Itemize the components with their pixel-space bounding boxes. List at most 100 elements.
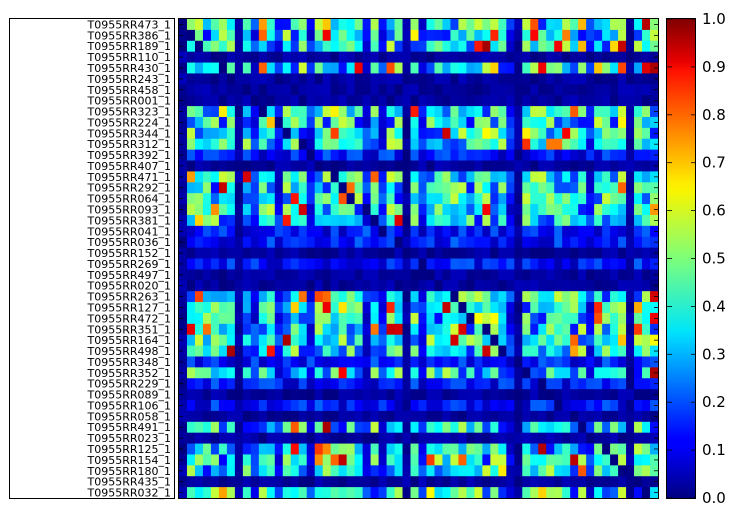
heatmap-cell — [602, 214, 611, 227]
heatmap-cell — [634, 127, 643, 140]
heatmap-cell — [250, 476, 260, 488]
heatmap-cell — [474, 258, 483, 270]
heatmap-cell — [354, 62, 364, 74]
heatmap-cell — [546, 476, 555, 488]
heatmap-cell — [322, 421, 332, 434]
heatmap-cell — [578, 378, 587, 390]
heatmap-cell — [394, 62, 403, 74]
heatmap-cell — [306, 367, 316, 379]
heatmap-cell — [538, 269, 547, 281]
heatmap-cell — [418, 302, 427, 314]
heatmap-cell — [394, 204, 403, 216]
heatmap-cell — [466, 465, 475, 477]
heatmap-cell — [186, 193, 196, 205]
heatmap-cell — [362, 400, 371, 412]
heatmap-cell — [474, 138, 483, 151]
heatmap-cell — [634, 193, 643, 205]
heatmap-cell — [618, 454, 627, 466]
heatmap-cell — [490, 454, 499, 466]
heatmap-cell — [226, 193, 236, 205]
heatmap-cell — [618, 378, 627, 390]
heatmap-cell — [498, 193, 507, 205]
row-label: T0955RR001_1 — [87, 95, 172, 108]
heatmap-cell — [618, 73, 627, 85]
heatmap-cell — [418, 95, 427, 107]
heatmap-cell — [314, 443, 324, 455]
heatmap-cell — [298, 410, 308, 423]
heatmap-cell — [610, 476, 619, 488]
heatmap-cell — [346, 247, 356, 259]
heatmap-cell — [626, 356, 635, 368]
heatmap-cell — [210, 443, 220, 455]
heatmap-cell — [250, 302, 260, 314]
heatmap-cell — [602, 421, 611, 434]
heatmap-cell — [546, 95, 555, 107]
heatmap-cell — [594, 40, 603, 53]
heatmap-cell — [394, 84, 403, 96]
heatmap-cell — [258, 116, 268, 129]
heatmap-cell — [546, 302, 555, 314]
heatmap-cell — [378, 421, 387, 434]
heatmap-cell — [226, 106, 236, 118]
heatmap-cell — [402, 323, 411, 336]
heatmap-cell — [298, 443, 308, 455]
heatmap-cell — [570, 400, 579, 412]
heatmap-cell — [546, 312, 555, 325]
heatmap-cell — [634, 258, 643, 270]
heatmap-cell — [410, 465, 419, 477]
heatmap-cell — [202, 127, 212, 140]
heatmap-cell — [450, 214, 459, 227]
heatmap-cell — [378, 312, 387, 325]
heatmap-cell — [498, 29, 507, 42]
heatmap-cell — [506, 476, 515, 488]
heatmap-cell — [570, 421, 579, 434]
heatmap-cell — [514, 487, 523, 499]
heatmap-cell — [522, 258, 531, 270]
heatmap-cell — [578, 225, 587, 238]
heatmap-cell — [562, 171, 571, 183]
heatmap-cell — [378, 389, 387, 401]
heatmap-cell — [402, 302, 411, 314]
heatmap-cell — [306, 73, 316, 85]
heatmap-cell — [634, 160, 643, 172]
heatmap-cell — [562, 487, 571, 499]
heatmap-cell — [354, 432, 364, 444]
heatmap-cell — [338, 95, 348, 107]
heatmap-cell — [322, 291, 332, 303]
heatmap-cell — [506, 454, 515, 466]
heatmap-cell — [274, 291, 284, 303]
heatmap-cell — [402, 193, 411, 205]
heatmap-cell — [610, 334, 619, 346]
heatmap-cell — [354, 280, 364, 292]
heatmap-cell — [474, 334, 483, 346]
heatmap-cell — [250, 443, 260, 455]
heatmap-cell — [578, 236, 587, 249]
heatmap-cell — [610, 432, 619, 444]
heatmap-cell — [346, 73, 356, 85]
heatmap-cell — [330, 106, 340, 118]
heatmap-cell — [634, 149, 643, 161]
heatmap-cell — [562, 334, 571, 346]
heatmap-cell — [482, 367, 491, 379]
heatmap-cell — [602, 106, 611, 118]
heatmap-cell — [530, 225, 539, 238]
heatmap-cell — [210, 367, 220, 379]
heatmap-cell — [338, 487, 348, 499]
heatmap-cell — [642, 258, 651, 270]
heatmap-cell — [434, 487, 443, 499]
heatmap-cell — [282, 127, 292, 140]
heatmap-cell — [394, 291, 403, 303]
heatmap-cell — [570, 356, 579, 368]
heatmap-cell — [250, 116, 260, 129]
heatmap-cell — [282, 389, 292, 401]
heatmap-cell — [258, 214, 268, 227]
heatmap-cell — [442, 345, 451, 357]
heatmap-cell — [378, 465, 387, 477]
heatmap-cell — [514, 160, 523, 172]
heatmap-cell — [402, 19, 411, 31]
heatmap-cell — [514, 40, 523, 53]
heatmap-cell — [602, 323, 611, 336]
heatmap-cell — [546, 62, 555, 74]
heatmap-cell — [282, 356, 292, 368]
heatmap-cell — [554, 247, 563, 259]
